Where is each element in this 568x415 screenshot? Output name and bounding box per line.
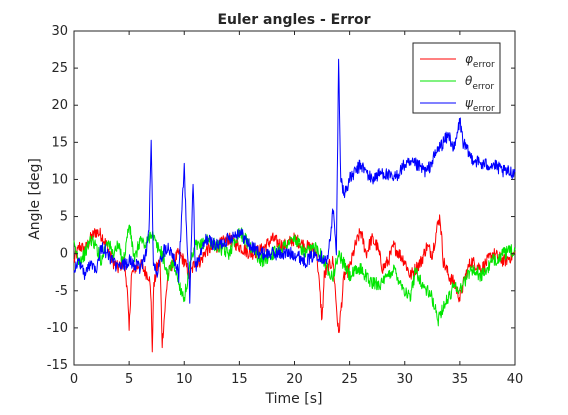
series-layer — [73, 58, 516, 353]
x-tick-label: 20 — [286, 372, 303, 387]
x-axis-label: Time [s] — [265, 391, 323, 407]
legend-label: ψerror — [465, 96, 495, 114]
legend-label: θerror — [465, 74, 494, 92]
y-tick-label: 10 — [51, 172, 68, 187]
y-tick-label: 0 — [60, 247, 68, 262]
legend: φerror θerror ψerror — [412, 42, 501, 114]
chart-title: Euler angles - Error — [217, 12, 370, 28]
y-tick-label: -5 — [55, 284, 68, 299]
y-tick-label: -15 — [47, 358, 68, 373]
x-tick-label: 0 — [70, 372, 78, 387]
y-tick-label: 20 — [51, 98, 68, 113]
legend-box — [412, 42, 501, 114]
y-axis: -15 -10 -5 0 5 10 15 20 25 30 — [47, 24, 515, 373]
y-tick-label: 25 — [51, 61, 68, 76]
y-axis-label: Angle [deg] — [27, 158, 43, 240]
x-tick-label: 25 — [341, 372, 358, 387]
x-tick-label: 40 — [507, 372, 524, 387]
x-tick-label: 10 — [176, 372, 193, 387]
y-tick-label: 15 — [51, 135, 68, 150]
y-tick-label: 5 — [60, 210, 68, 225]
x-tick-label: 35 — [452, 372, 469, 387]
y-tick-label: -10 — [47, 321, 68, 336]
x-axis: 0 5 10 15 20 25 30 35 40 — [70, 31, 523, 387]
legend-items: φerror θerror ψerror — [420, 52, 495, 114]
y-tick-label: 30 — [51, 24, 68, 39]
x-tick-label: 5 — [125, 372, 133, 387]
series-line-2 — [73, 58, 516, 304]
legend-label: φerror — [465, 52, 495, 70]
x-tick-label: 15 — [231, 372, 248, 387]
x-tick-label: 30 — [396, 372, 413, 387]
